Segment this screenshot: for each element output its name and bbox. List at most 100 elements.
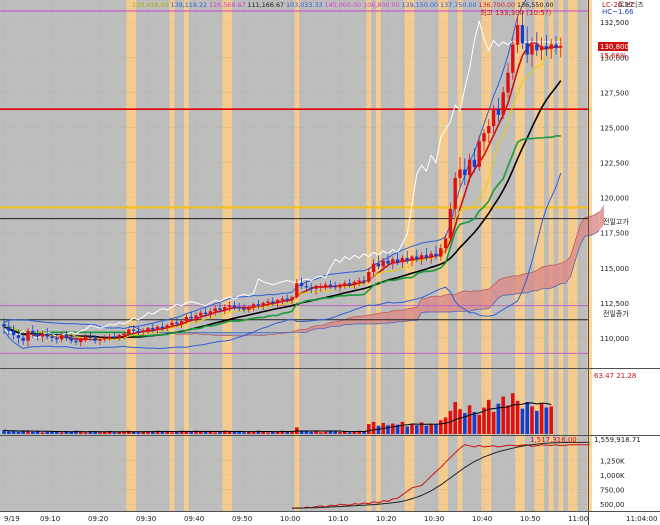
volume-bar — [347, 432, 352, 434]
candle-body — [203, 312, 208, 315]
cloud-segment — [186, 332, 192, 335]
series-ma_slow — [3, 80, 562, 339]
candle-body — [515, 25, 520, 45]
volume-bar — [271, 431, 275, 434]
cloud-segment — [397, 310, 403, 322]
cloud-segment — [594, 211, 600, 235]
cloud-segment — [431, 296, 436, 312]
time-tick-label: 10:10 — [328, 515, 348, 523]
candle-body — [160, 326, 165, 329]
volume-bar — [525, 402, 529, 434]
cloud-segment — [479, 289, 484, 310]
amount-axis — [588, 436, 660, 512]
time-axis — [0, 512, 660, 525]
candle-body — [7, 326, 11, 331]
candle-body — [371, 263, 376, 272]
candle-body — [295, 283, 299, 298]
highlight-band — [486, 0, 492, 512]
candle-body — [146, 328, 150, 331]
candle-body — [319, 286, 323, 288]
cloud-segment — [349, 316, 355, 325]
cloud-segment — [527, 272, 532, 294]
volume-bar — [194, 430, 198, 434]
time-tick-label: 09:30 — [136, 515, 156, 523]
volume-bar — [256, 430, 261, 434]
volume-bar — [218, 431, 222, 434]
candle-body — [93, 337, 97, 341]
candle-body — [467, 159, 472, 176]
cloud-segment — [508, 275, 513, 296]
price-panel[interactable] — [0, 0, 588, 368]
volume-bar — [251, 431, 256, 434]
volume-axis — [588, 369, 660, 435]
candle-body — [362, 280, 366, 282]
candle-body — [367, 271, 371, 282]
amount-panel[interactable] — [0, 436, 588, 512]
price-tick-label: 127,500 — [600, 89, 629, 97]
cloud-segment — [253, 332, 259, 336]
series-baseline_green — [3, 135, 561, 337]
candle-body — [55, 337, 59, 340]
volume-bar — [160, 431, 165, 434]
volume-bar — [7, 431, 11, 434]
candle-body — [179, 321, 184, 324]
volume-bar — [21, 430, 25, 434]
volume-bar — [136, 432, 141, 434]
volume-bar — [179, 430, 184, 434]
volume-bar — [2, 430, 6, 434]
volume-bar — [487, 399, 491, 434]
volume-bar — [304, 431, 309, 434]
highlight-band — [227, 0, 232, 512]
candle-body — [50, 336, 54, 338]
ma-legend-value: 106,800.00 — [363, 1, 400, 9]
candle-body — [434, 253, 438, 257]
prev-close-label: 전일종가 — [603, 309, 629, 318]
candle-body — [443, 238, 448, 249]
candle-body — [98, 339, 102, 341]
candle-body — [189, 316, 193, 319]
volume-bar — [419, 422, 424, 434]
cloud-segment — [551, 264, 556, 289]
volume-bars — [2, 393, 553, 434]
candle-body — [520, 25, 525, 44]
volume-bar — [103, 431, 107, 434]
cloud-segment — [440, 294, 446, 312]
candle-body — [213, 308, 217, 312]
candle-body — [83, 336, 88, 340]
candle-body — [544, 46, 549, 49]
volume-bar — [50, 431, 54, 434]
volume-bar — [242, 432, 246, 434]
cloud-segment — [215, 332, 220, 336]
highlight-band — [515, 0, 520, 512]
prev-high-label: 전일고가 — [603, 217, 629, 226]
candle-body — [151, 328, 155, 330]
volume-bar — [247, 431, 251, 434]
volume-bar — [275, 431, 280, 434]
candle-body — [242, 308, 246, 310]
candle-body — [136, 330, 141, 333]
volume-bar — [482, 407, 486, 434]
candle-body — [79, 339, 83, 343]
cloud-segment — [373, 313, 379, 324]
cloud-segment — [316, 325, 321, 329]
high-label: 최고 133,300 (10:5?) — [480, 8, 551, 17]
candle-body — [280, 298, 285, 301]
cloud-segment — [436, 296, 441, 312]
cloud-segment — [383, 312, 388, 324]
volume-bar — [535, 410, 539, 434]
volume-bar — [439, 420, 443, 434]
cloud-segment — [234, 332, 240, 336]
series-bb_lower — [3, 172, 562, 350]
candle-body — [376, 263, 381, 267]
volume-bar — [290, 431, 294, 434]
volume-bar — [88, 431, 93, 434]
highlight-band — [443, 0, 448, 512]
volume-bar — [131, 431, 136, 434]
highlight-band — [184, 0, 189, 512]
candle-body — [170, 322, 174, 326]
candle-body — [453, 177, 457, 209]
time-tick-label: 10:20 — [376, 515, 396, 523]
cloud-segment — [258, 332, 264, 336]
candle-body — [88, 336, 93, 338]
